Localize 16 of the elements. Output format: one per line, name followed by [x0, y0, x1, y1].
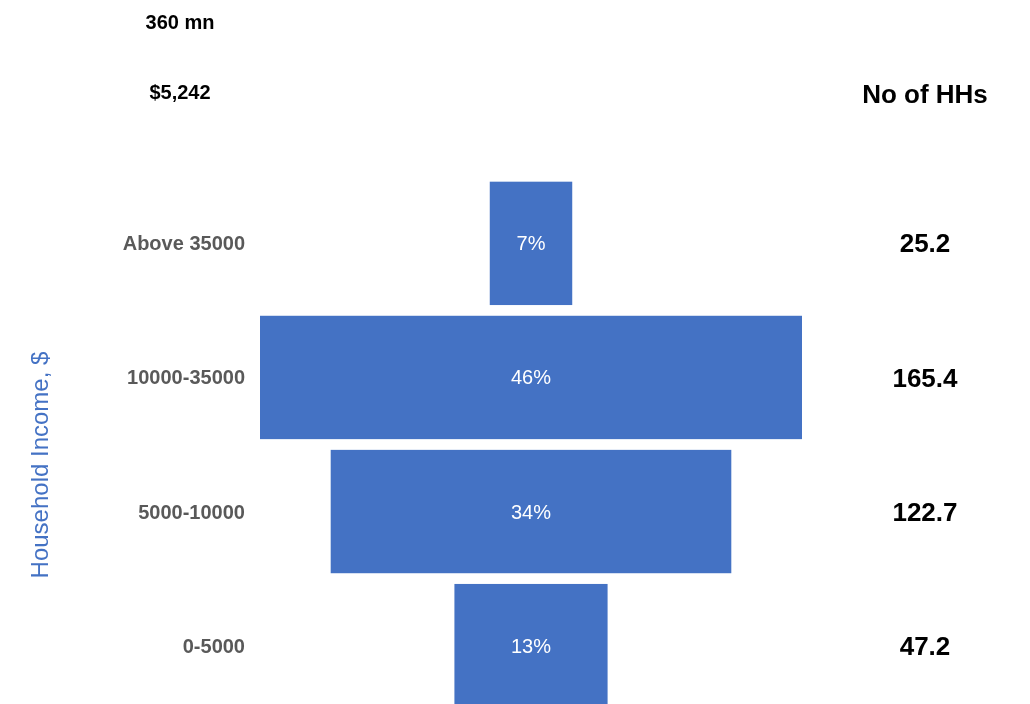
- text: $5,242: [149, 81, 211, 103]
- text: 47.2: [899, 630, 951, 661]
- category-label: 5000-10000: [138, 500, 245, 523]
- data-label: 13%: [510, 634, 552, 657]
- text: 122.7: [892, 496, 958, 527]
- data-label: 46%: [510, 366, 552, 389]
- category-label: Above 35000: [122, 232, 245, 255]
- data-label: 34%: [510, 500, 552, 523]
- text: 25.2: [899, 228, 951, 259]
- text: 165.4: [892, 362, 958, 393]
- text: Household Income, $: [26, 351, 53, 579]
- text: No of HHs: [862, 79, 988, 110]
- text: 360 mn: [145, 11, 215, 33]
- category-label: 0-5000: [182, 634, 245, 657]
- data-label: 7%: [516, 232, 546, 255]
- category-label: 10000-35000: [127, 366, 245, 389]
